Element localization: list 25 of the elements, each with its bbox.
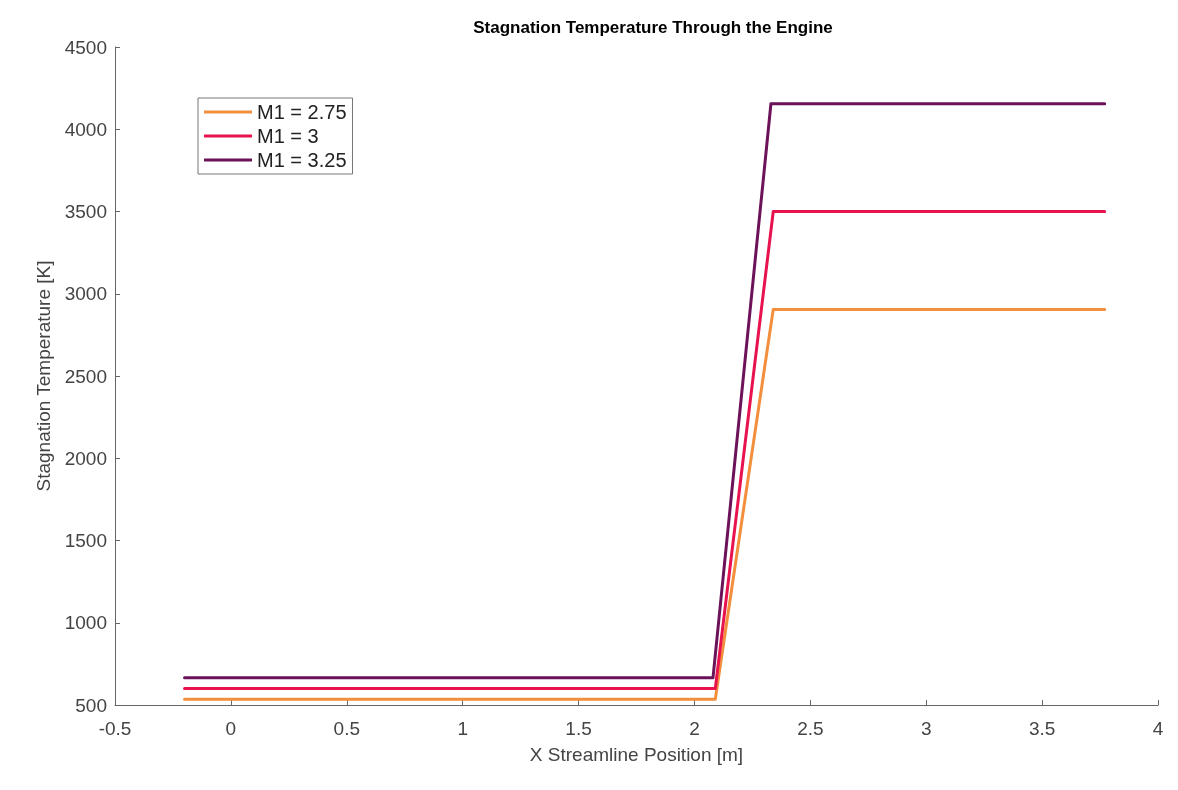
x-tick-label: -0.5 (98, 718, 132, 739)
y-tick-label: 4500 (64, 36, 107, 58)
x-tick-label: 3 (920, 718, 932, 739)
legend-label: M1 = 2.75 (257, 101, 347, 123)
y-axis-title: Stagnation Temperature [K] (33, 260, 54, 492)
y-tick-label: 500 (75, 694, 107, 716)
y-tick-label: 2000 (64, 447, 107, 469)
y-tick-label: 3000 (64, 283, 107, 305)
y-tick-label: 2500 (64, 365, 107, 387)
legend-label: M1 = 3.25 (257, 149, 347, 171)
x-tick-label: 1.5 (565, 718, 592, 739)
x-tick-label: 3.5 (1028, 718, 1056, 739)
x-tick-label: 4 (1152, 718, 1164, 739)
chart-title: Stagnation Temperature Through the Engine (473, 18, 833, 37)
x-tick-label: 0.5 (333, 718, 360, 739)
x-tick-label: 0 (225, 718, 237, 739)
y-tick-label: 4000 (64, 118, 107, 140)
y-tick-label: 3500 (64, 201, 107, 222)
y-tick-label: 1500 (64, 530, 107, 551)
legend-label: M1 = 3 (257, 125, 319, 147)
x-axis-title: X Streamline Position [m] (529, 744, 744, 765)
x-tick-label: 2.5 (797, 718, 824, 739)
x-tick-label: 1 (457, 718, 468, 739)
x-tick-label: 2 (689, 718, 700, 739)
y-tick-label: 1000 (64, 612, 107, 634)
